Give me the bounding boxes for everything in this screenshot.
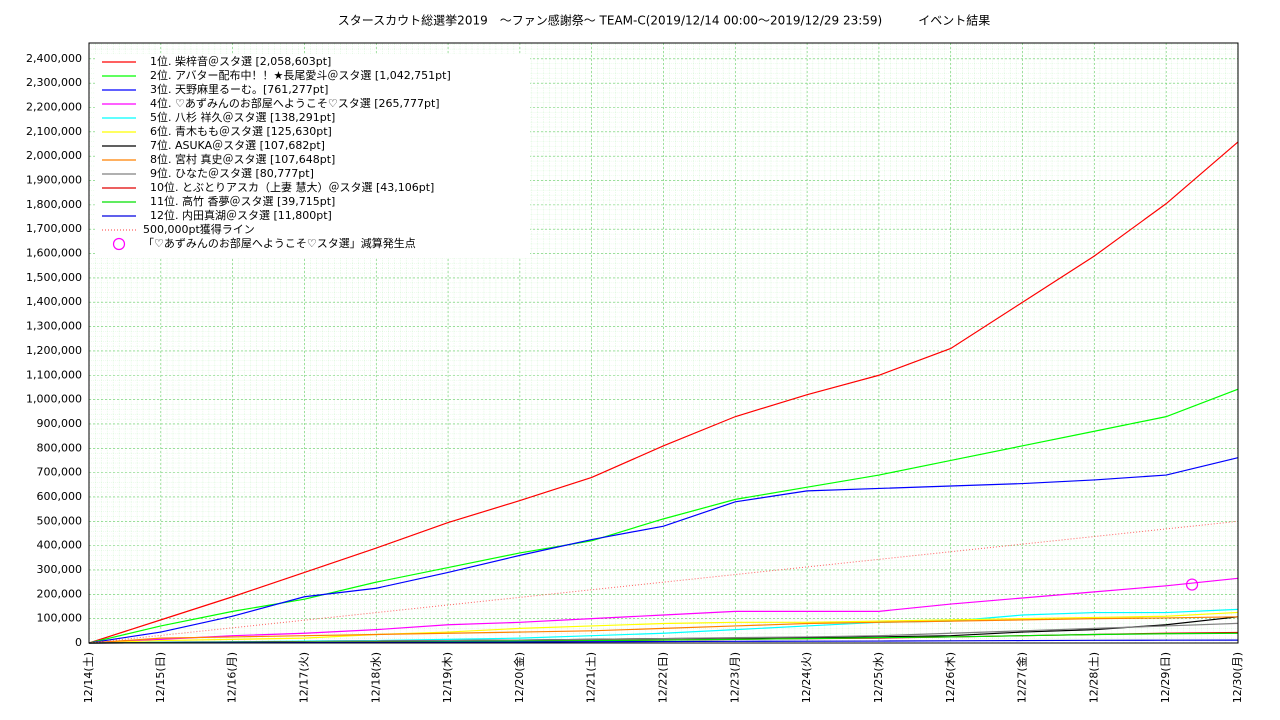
x-tick-label: 12/24(火) xyxy=(800,652,813,703)
legend-label: 7位. ASUKA＠スタ選 [107,682pt] xyxy=(150,138,325,152)
legend-label: 3位. 天野麻里るーむ。[761,277pt] xyxy=(150,82,328,96)
legend-label: 「♡あずみんのお部屋へようこそ♡スタ選」減算発生点 xyxy=(143,236,416,250)
chart-title: スタースカウト総選挙2019 ～ファン感謝祭～ TEAM-C(2019/12/1… xyxy=(338,13,990,28)
y-tick-label: 1,300,000 xyxy=(26,320,82,333)
series-line xyxy=(88,611,1239,644)
y-tick-label: 1,800,000 xyxy=(26,198,82,211)
y-tick-label: 1,000,000 xyxy=(26,393,82,406)
series-line xyxy=(88,520,1239,644)
legend-label: 4位. ♡あずみんのお部屋へようこそ♡スタ選 [265,777pt] xyxy=(150,96,440,110)
y-tick-label: 1,900,000 xyxy=(26,174,82,187)
x-tick-label: 12/16(月) xyxy=(226,652,239,703)
legend-label: 6位. 青木もも＠スタ選 [125,630pt] xyxy=(150,124,332,138)
legend-label: 11位. 高竹 香夢＠スタ選 [39,715pt] xyxy=(150,194,335,208)
legend-label: 9位. ひなた＠スタ選 [80,777pt] xyxy=(150,166,314,180)
y-tick-label: 2,300,000 xyxy=(26,76,82,89)
series-line xyxy=(88,577,1239,644)
legend-label: 1位. 柴梓音＠スタ選 [2,058,603pt] xyxy=(150,54,331,68)
x-tick-label: 12/29(日) xyxy=(1159,652,1172,703)
legend-swatch xyxy=(112,237,126,251)
legend-label: 5位. 八杉 祥久＠スタ選 [138,291pt] xyxy=(150,110,335,124)
x-tick-label: 12/27(金) xyxy=(1015,652,1029,703)
x-tick-label: 12/20(金) xyxy=(512,652,526,703)
x-tick-label: 12/17(火) xyxy=(297,652,310,703)
series-line xyxy=(88,616,1239,644)
y-tick-label: 2,100,000 xyxy=(26,125,82,138)
x-tick-label: 12/18(水) xyxy=(369,652,382,703)
x-tick-label: 12/28(土) xyxy=(1087,652,1100,703)
y-tick-label: 1,400,000 xyxy=(26,295,82,308)
y-tick-label: 700,000 xyxy=(37,466,83,479)
legend-label: 12位. 内田真湖＠スタ選 [11,800pt] xyxy=(150,208,332,222)
x-tick-label: 12/14(土) xyxy=(82,652,95,703)
marker xyxy=(1185,578,1199,591)
y-tick-label: 300,000 xyxy=(37,563,83,576)
legend-label: 2位. アバター配布中！！★長尾愛斗＠スタ選 [1,042,751pt] xyxy=(150,68,451,82)
y-tick-label: 1,600,000 xyxy=(26,247,82,260)
series-line xyxy=(88,457,1239,644)
y-tick-label: 400,000 xyxy=(37,539,83,552)
y-tick-label: 1,500,000 xyxy=(26,271,82,284)
y-tick-label: 200,000 xyxy=(37,587,83,600)
y-tick-label: 900,000 xyxy=(37,417,83,430)
y-tick-label: 1,200,000 xyxy=(26,344,82,357)
y-tick-label: 100,000 xyxy=(37,612,83,625)
legend-label: 500,000pt獲得ライン xyxy=(143,223,255,236)
y-tick-label: 1,100,000 xyxy=(26,368,82,381)
plot-frame xyxy=(88,42,1239,644)
y-tick-label: 2,400,000 xyxy=(26,52,82,65)
y-tick-label: 800,000 xyxy=(37,441,83,454)
x-tick-label: 12/21(土) xyxy=(585,652,598,703)
legend-box xyxy=(95,54,530,258)
x-tick-label: 12/23(月) xyxy=(728,652,741,703)
legend-label: 10位. とぶとりアスカ（上妻 慧大）＠スタ選 [43,106pt] xyxy=(150,180,434,194)
y-tick-label: 1,700,000 xyxy=(26,222,82,235)
y-tick-label: 2,000,000 xyxy=(26,149,82,162)
series-line xyxy=(88,141,1239,644)
x-tick-label: 12/19(木) xyxy=(441,652,454,703)
x-tick-label: 12/30(月) xyxy=(1231,652,1244,703)
legend-label: 8位. 宮村 真史＠スタ選 [107,648pt] xyxy=(150,152,335,166)
x-tick-label: 12/15(日) xyxy=(154,652,167,703)
x-tick-label: 12/22(日) xyxy=(657,652,670,703)
y-tick-label: 500,000 xyxy=(37,514,83,527)
x-tick-label: 12/25(水) xyxy=(872,652,885,703)
y-tick-label: 600,000 xyxy=(37,490,83,503)
y-tick-label: 0 xyxy=(75,636,82,649)
x-tick-label: 12/26(木) xyxy=(944,652,957,703)
y-tick-label: 2,200,000 xyxy=(26,101,82,114)
